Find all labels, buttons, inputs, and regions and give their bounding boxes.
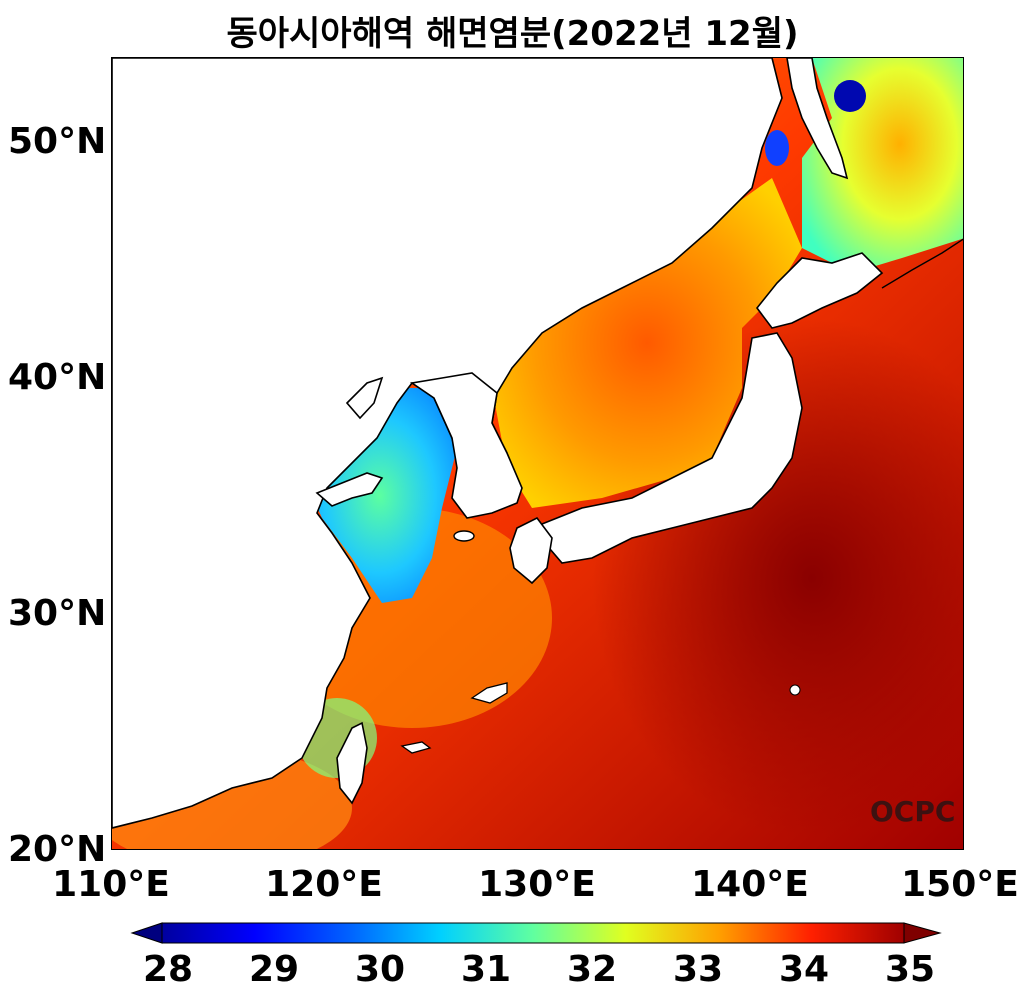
colorbar-tick-35: 35 [884, 949, 936, 990]
lon-tick-130: 130°E [478, 864, 596, 905]
colorbar-tick-34: 34 [778, 949, 830, 990]
lat-tick-30: 30°N [8, 593, 107, 634]
lat-tick-20: 20°N [8, 829, 107, 870]
jeju-island [453, 530, 475, 542]
lat-tick-40: 40°N [8, 357, 107, 398]
colorbar [130, 922, 942, 944]
colorbar-tick-33: 33 [672, 949, 724, 990]
okhotsk-fresh-patch [834, 80, 866, 112]
salinity-map-canvas [112, 58, 963, 849]
sakhalin-island [786, 58, 849, 180]
shandong-peninsula [315, 472, 384, 507]
colorbar-tick-28: 28 [142, 949, 194, 990]
honshu-island [530, 332, 803, 564]
ryukyu-islands [470, 682, 508, 704]
yellow-sea-region [302, 388, 457, 603]
taiwan-island [336, 721, 368, 805]
lat-tick-50: 50°N [8, 121, 107, 162]
okhotsk-sea-region [802, 58, 963, 273]
ocpc-credit: OCPC [870, 795, 956, 828]
lon-tick-150: 150°E [901, 864, 1019, 905]
ryukyu-islands-south [400, 741, 432, 754]
salinity-map [111, 57, 964, 850]
colorbar-tick-30: 30 [354, 949, 406, 990]
lon-tick-120: 120°E [265, 864, 383, 905]
lon-tick-140: 140°E [691, 864, 809, 905]
colorbar-tick-31: 31 [460, 949, 512, 990]
east-sea-region [492, 178, 802, 508]
kyushu-island [509, 516, 553, 585]
kuril-islands [881, 238, 963, 289]
colorbar-gradient [161, 922, 905, 944]
hokkaido-island [755, 252, 884, 329]
liaodong-peninsula [345, 376, 384, 420]
small-island [789, 684, 801, 696]
colorbar-max-extend [903, 922, 942, 944]
colorbar-min-extend [130, 922, 163, 944]
lon-tick-110: 110°E [52, 864, 170, 905]
colorbar-tick-32: 32 [566, 949, 618, 990]
map-title: 동아시아해역 해면염분(2022년 12월) [226, 14, 799, 54]
colorbar-tick-29: 29 [248, 949, 300, 990]
korean-peninsula [409, 372, 523, 519]
tatar-strait-patch [765, 130, 789, 166]
